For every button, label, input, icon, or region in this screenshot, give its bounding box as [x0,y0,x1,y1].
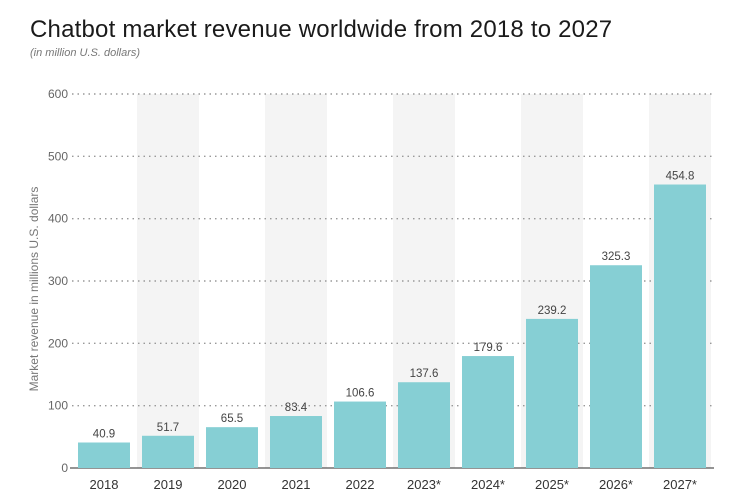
chart-subtitle: (in million U.S. dollars) [30,47,141,59]
background-band [265,94,327,468]
x-tick-label: 2018 [90,477,119,492]
x-tick-label: 2027* [663,477,697,492]
y-tick-label: 400 [48,212,68,226]
x-tick-label: 2022 [346,477,375,492]
bar-2025 [526,318,578,468]
x-tick-label: 2020 [218,477,247,492]
y-axis-title: Market revenue in millions U.S. dollars [27,187,41,392]
bar-2019 [142,435,194,468]
chart-title: Chatbot market revenue worldwide from 20… [30,16,613,43]
x-tick-label: 2024* [471,477,505,492]
bar-2026 [590,265,642,468]
y-tick-label: 200 [48,336,68,350]
value-label: 83.4 [285,402,308,414]
value-label: 65.5 [221,413,243,425]
value-label: 106.6 [346,388,375,400]
bar-2021 [270,416,322,468]
value-label: 454.8 [666,171,695,183]
value-label: 239.2 [538,305,567,317]
x-tick-label: 2026* [599,477,633,492]
value-label: 179.6 [474,342,503,354]
y-tick-label: 500 [48,149,68,163]
x-tick-label: 2021 [282,477,311,492]
y-tick-label: 600 [48,87,68,101]
y-tick-label: 0 [61,461,68,475]
y-tick-label: 300 [48,274,68,288]
x-tick-label: 2023* [407,477,441,492]
bar-2023 [398,382,450,468]
value-label: 325.3 [602,251,631,263]
bar-2027 [654,184,706,468]
value-label: 40.9 [93,429,115,441]
value-label: 51.7 [157,422,179,434]
x-tick-label: 2019 [154,477,183,492]
value-label: 137.6 [410,368,439,380]
bar-2020 [206,427,258,468]
background-band [137,94,199,468]
x-tick-label: 2025* [535,477,569,492]
bar-2024 [462,356,514,468]
bar-2018 [78,442,130,468]
bar-2022 [334,401,386,468]
y-tick-label: 100 [48,399,68,413]
